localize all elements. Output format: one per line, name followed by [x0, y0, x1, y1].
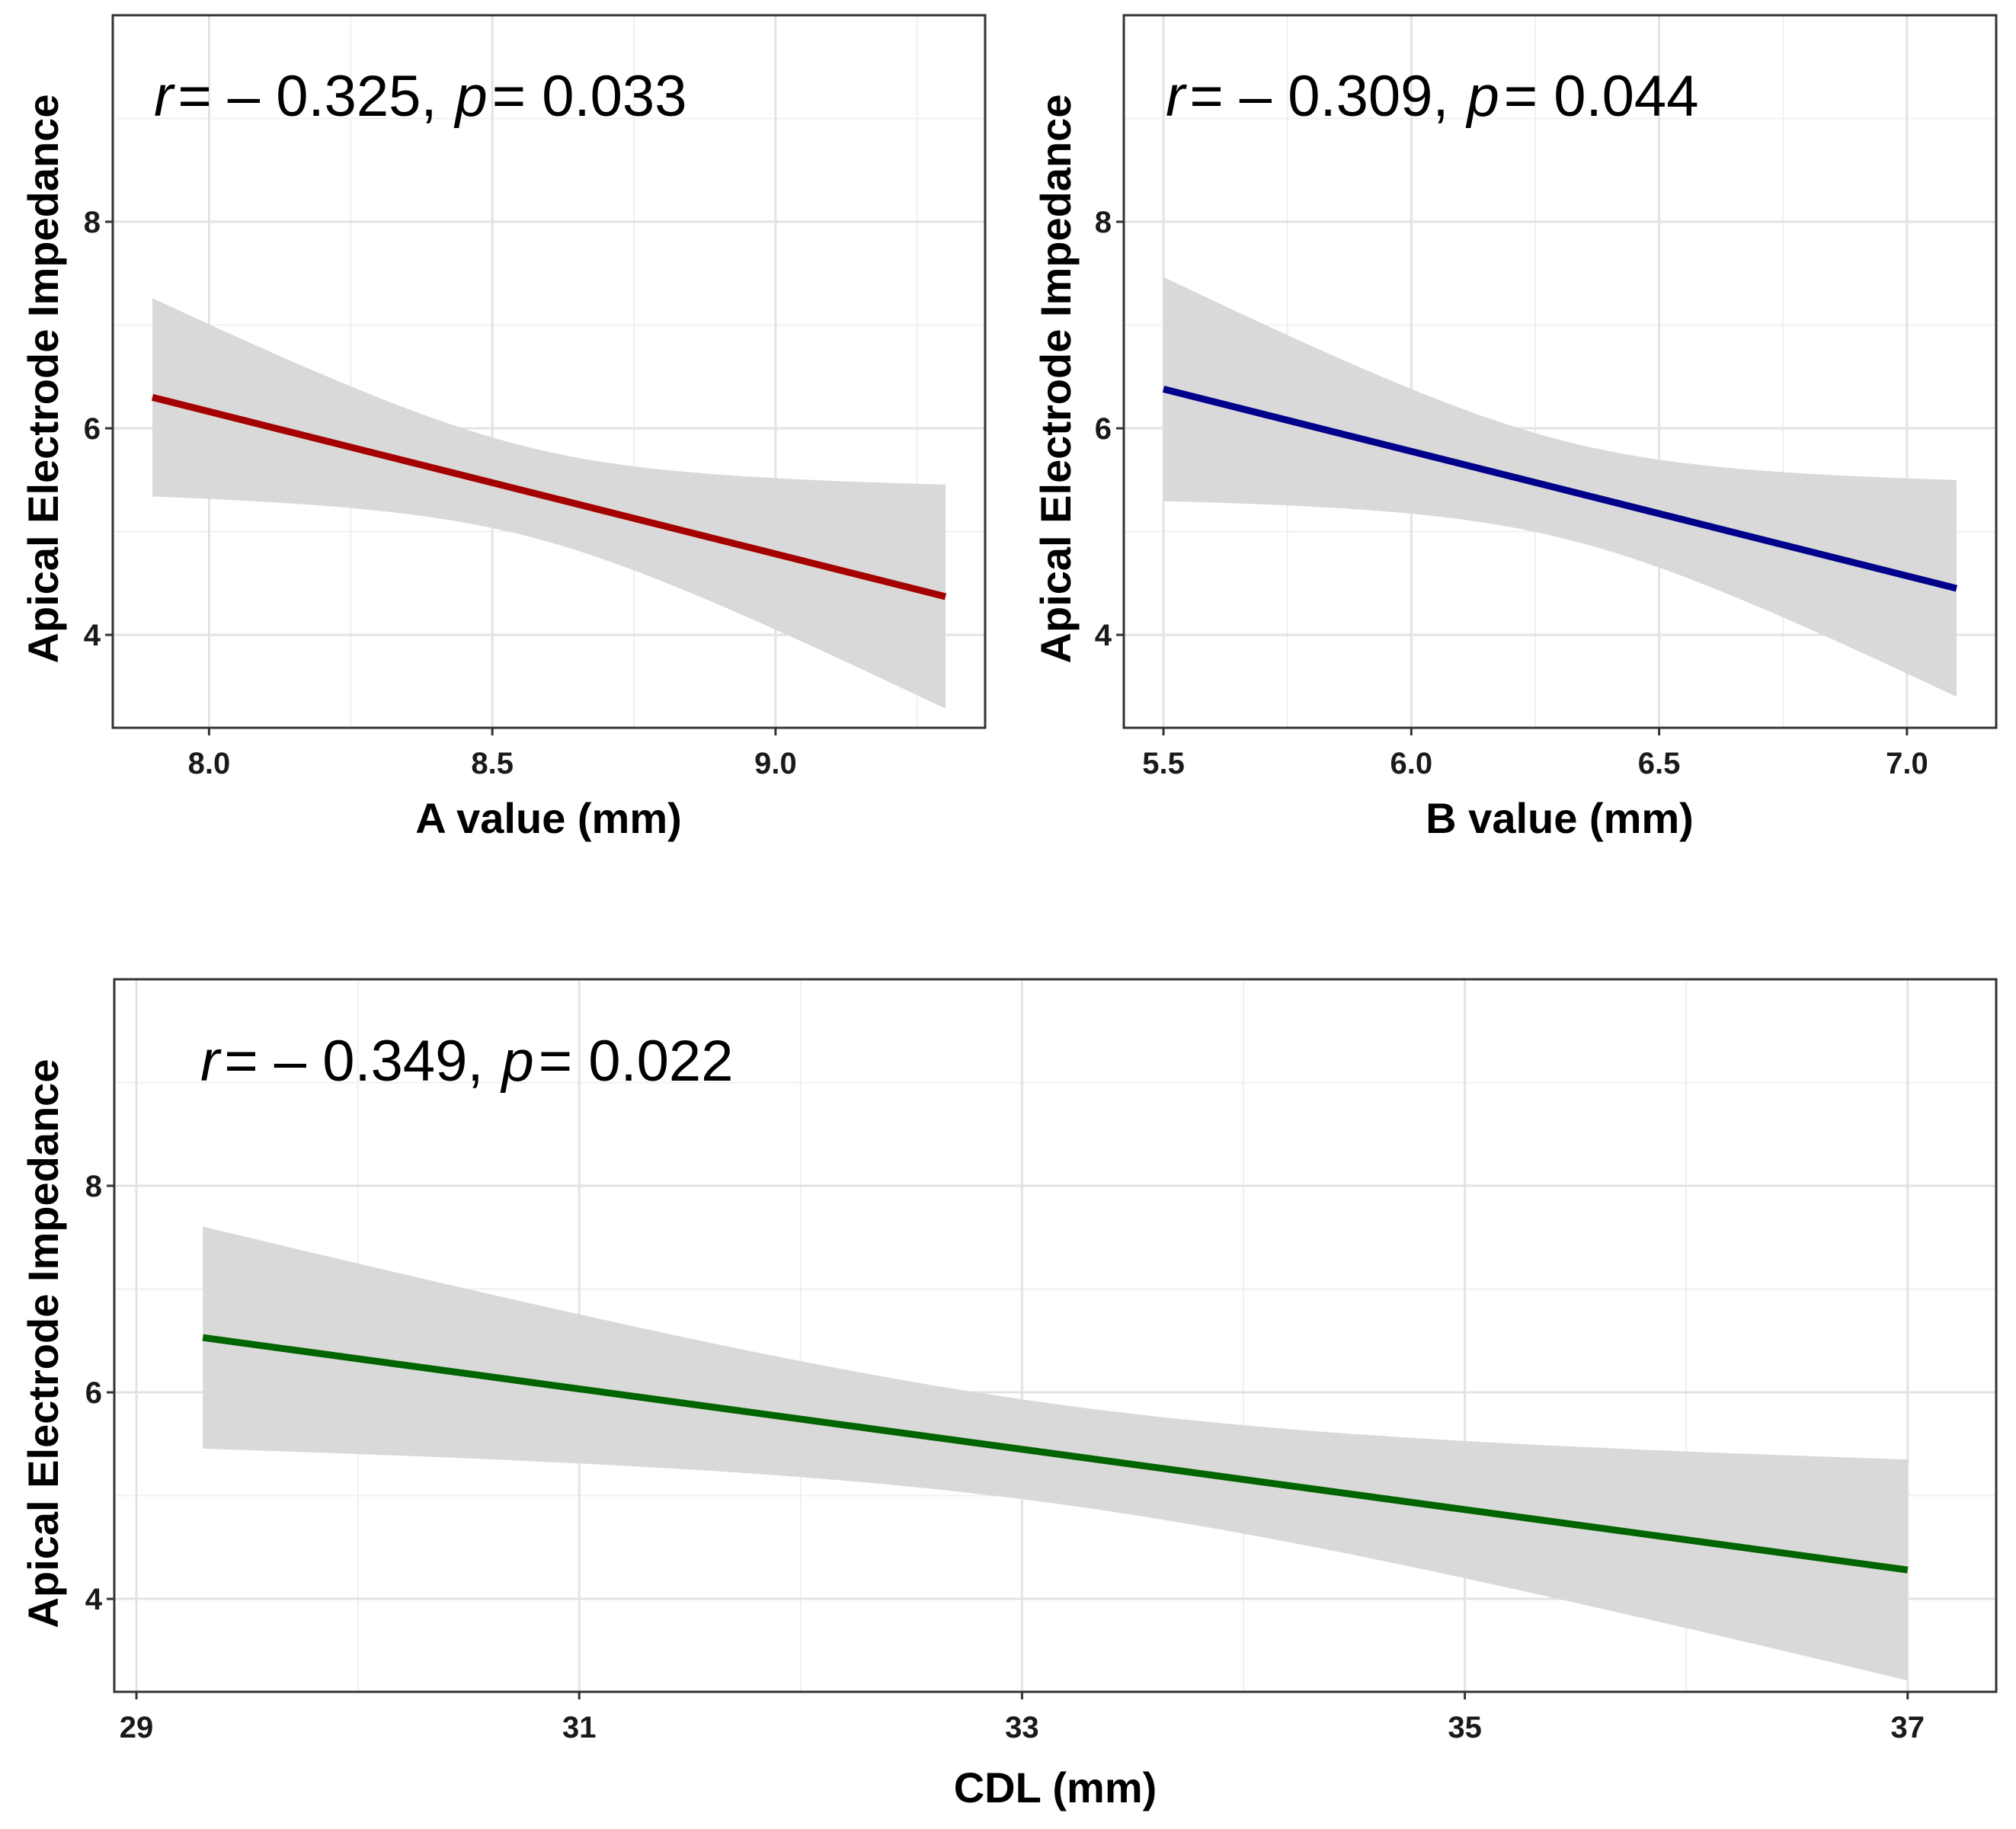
- panel-b-y-axis-title: Apical Electrode Impedance: [1032, 94, 1080, 664]
- x-tick-label: 6.0: [1390, 747, 1433, 780]
- panel-c-y-axis-title: Apical Electrode Impedance: [19, 1059, 67, 1629]
- x-tick-label: 31: [562, 1711, 597, 1744]
- x-tick-label: 6.5: [1638, 747, 1681, 780]
- panel-b-y-ticks: 4 6 8: [1095, 206, 1124, 652]
- panel-a-y-axis-title: Apical Electrode Impedance: [19, 94, 67, 664]
- panel-c-r-value: = – 0.349,: [224, 1029, 483, 1094]
- panel-b-x-axis-title: B value (mm): [1426, 794, 1694, 842]
- panel-b-x-ticks: 5.5 6.0 6.5 7.0: [1142, 728, 1928, 780]
- panel-c-x-ticks: 29 31 33 35 37: [120, 1692, 1925, 1744]
- panel-b-fit-line: [1162, 386, 1958, 592]
- x-tick-label: 29: [120, 1711, 154, 1744]
- x-tick-label: 8.5: [471, 747, 514, 780]
- panel-a-frame: [111, 14, 987, 729]
- y-tick-label: 6: [1095, 412, 1112, 446]
- y-tick-label: 8: [84, 206, 101, 239]
- regression-line: [1162, 386, 1958, 592]
- x-tick-label: 8.0: [188, 747, 231, 780]
- panel-a-r-value: = – 0.325,: [178, 64, 437, 129]
- panel-b-r-value: = – 0.309,: [1189, 64, 1448, 129]
- y-tick-label: 4: [85, 1583, 103, 1616]
- x-tick-label: 35: [1448, 1711, 1482, 1744]
- y-tick-label: 8: [85, 1170, 102, 1203]
- panel-c-annotation: r= – 0.349, p= 0.022: [200, 1029, 733, 1094]
- panel-c-x-axis-title: CDL (mm): [954, 1763, 1157, 1811]
- panel-c-r-symbol: r: [200, 1029, 222, 1094]
- panel-b-annotation: r= – 0.309, p= 0.044: [1166, 64, 1698, 129]
- y-tick-label: 6: [85, 1376, 102, 1410]
- panel-c: 4 6 8 29 31 33 35 37 r= – 0.349, p= 0.022 CDL (…: [19, 978, 1998, 1811]
- panel-a-r-symbol: r: [154, 64, 175, 129]
- panel-a-ci-band: [152, 298, 946, 709]
- panel-a-fit-line: [151, 394, 947, 601]
- panel-b-p-value: = 0.044: [1504, 64, 1699, 129]
- y-tick-label: 4: [1095, 619, 1112, 652]
- panel-a-p-symbol: p: [454, 64, 488, 129]
- panel-a-x-ticks: 8.0 8.5 9.0: [188, 728, 797, 780]
- panel-a: 4 6 8 8.0 8.5 9.0 r= – 0.325, p= 0.033 A valu…: [19, 14, 987, 842]
- panel-c-p-value: = 0.022: [539, 1029, 734, 1094]
- panel-b-p-symbol: p: [1466, 64, 1499, 129]
- x-tick-label: 37: [1891, 1711, 1925, 1744]
- panel-a-p-value: = 0.033: [492, 64, 687, 129]
- panel-b: 4 6 8 5.5 6.0 6.5 7.0 r= – 0.309, p= 0.044 B v…: [1032, 14, 1998, 842]
- y-tick-label: 6: [84, 412, 101, 446]
- panel-a-y-ticks: 4 6 8: [84, 206, 113, 652]
- x-tick-label: 9.0: [754, 747, 797, 780]
- panel-a-x-axis-title: A value (mm): [415, 794, 682, 842]
- panel-c-fit-line: [202, 1334, 1909, 1574]
- y-tick-label: 8: [1095, 206, 1112, 239]
- panel-c-y-ticks: 4 6 8: [85, 1170, 114, 1616]
- x-tick-label: 5.5: [1142, 747, 1185, 780]
- x-tick-label: 33: [1005, 1711, 1039, 1744]
- panel-a-annotation: r= – 0.325, p= 0.033: [154, 64, 686, 129]
- x-tick-label: 7.0: [1886, 747, 1928, 780]
- confidence-band: [152, 298, 946, 709]
- panel-c-p-symbol: p: [501, 1029, 534, 1094]
- panel-c-frame: [113, 978, 1998, 1693]
- y-tick-label: 4: [84, 619, 101, 652]
- panel-b-r-symbol: r: [1166, 64, 1187, 129]
- regression-line: [151, 394, 947, 601]
- panel-b-frame: [1122, 14, 1998, 729]
- regression-line: [202, 1334, 1909, 1574]
